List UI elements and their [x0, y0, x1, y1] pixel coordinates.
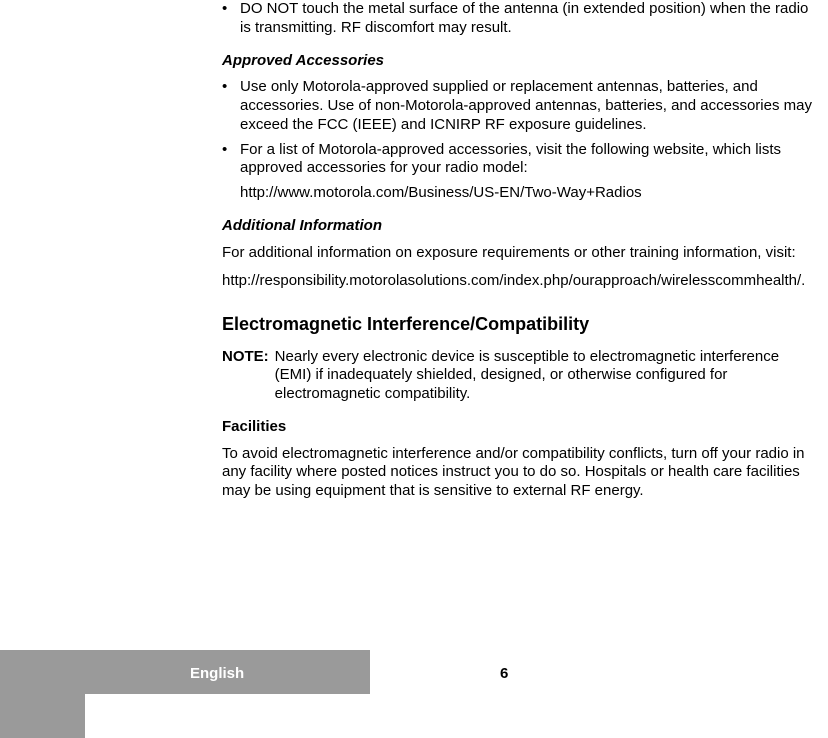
- paragraph: For additional information on exposure r…: [222, 244, 812, 263]
- bullet-item: • For a list of Motorola-approved access…: [222, 141, 812, 179]
- bullet-marker: •: [222, 78, 240, 134]
- bullet-item: • Use only Motorola-approved supplied or…: [222, 78, 812, 134]
- bullet-text: Use only Motorola-approved supplied or r…: [240, 78, 812, 134]
- footer-tab-vertical: [0, 650, 85, 738]
- bullet-marker: •: [222, 141, 240, 179]
- bullet-text: For a list of Motorola-approved accessor…: [240, 141, 812, 179]
- page-footer: English 6: [0, 650, 828, 738]
- bullet-item: • DO NOT touch the metal surface of the …: [222, 0, 812, 38]
- footer-language: English: [190, 665, 244, 682]
- subheading-additional: Additional Information: [222, 217, 812, 236]
- section-heading-emi: Electromagnetic Interference/Compatibili…: [222, 313, 812, 336]
- document-body: • DO NOT touch the metal surface of the …: [222, 0, 812, 511]
- subheading-accessories: Approved Accessories: [222, 52, 812, 71]
- note-text: Nearly every electronic device is suscep…: [275, 348, 812, 404]
- bullet-text: DO NOT touch the metal surface of the an…: [240, 0, 812, 38]
- paragraph: To avoid electromagnetic interference an…: [222, 445, 812, 501]
- note-block: NOTE: Nearly every electronic device is …: [222, 348, 812, 404]
- url-text: http://www.motorola.com/Business/US-EN/T…: [240, 184, 812, 203]
- subheading-facilities: Facilities: [222, 418, 812, 437]
- footer-page-number: 6: [500, 665, 508, 682]
- note-label: NOTE:: [222, 348, 275, 404]
- bullet-marker: •: [222, 0, 240, 38]
- url-text: http://responsibility.motorolasolutions.…: [222, 272, 812, 291]
